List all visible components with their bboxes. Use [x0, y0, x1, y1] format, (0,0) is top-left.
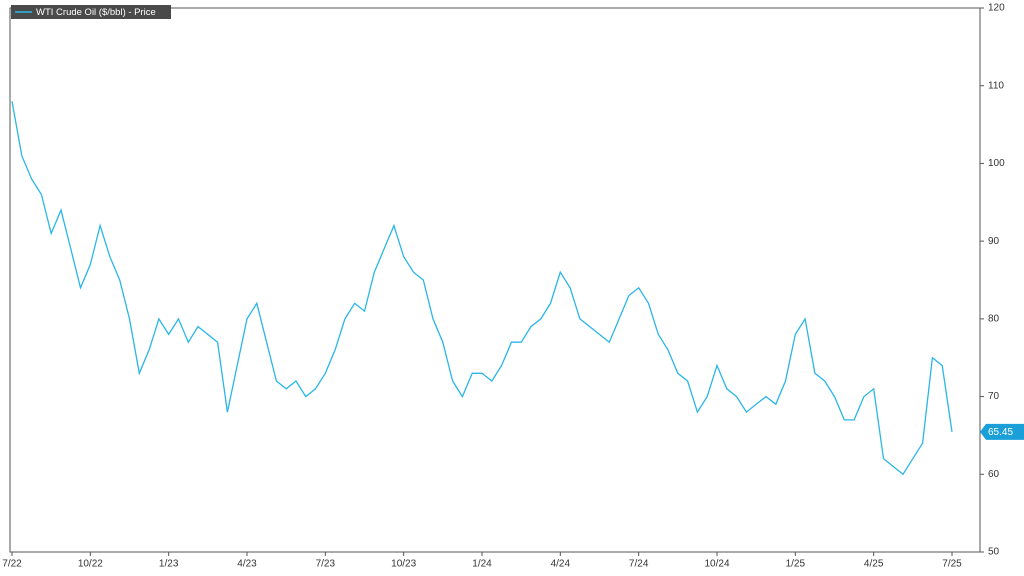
x-tick-label: 10/22: [78, 559, 103, 570]
x-tick-label: 7/25: [942, 559, 962, 570]
last-value-box: [980, 423, 1024, 440]
x-tick-label: 10/23: [391, 559, 416, 570]
x-tick-label: 4/23: [237, 559, 257, 570]
x-tick-label: 10/24: [704, 559, 729, 570]
last-value-label: 65.45: [988, 427, 1013, 438]
y-tick-label: 50: [988, 547, 1000, 558]
legend-label: WTI Crude Oil ($/bbl) - Price: [36, 7, 156, 18]
y-tick-label: 100: [988, 158, 1005, 169]
y-tick-label: 60: [988, 469, 1000, 480]
x-tick-label: 1/24: [472, 559, 492, 570]
y-tick-label: 70: [988, 391, 1000, 402]
x-tick-label: 1/23: [159, 559, 179, 570]
plot-frame: [9, 7, 981, 553]
y-tick-label: 120: [988, 3, 1005, 14]
x-tick-label: 7/24: [629, 559, 649, 570]
x-tick-label: 7/22: [2, 559, 22, 570]
x-tick-label: 1/25: [786, 559, 806, 570]
y-tick-label: 80: [988, 313, 1000, 324]
y-tick-label: 110: [988, 80, 1004, 91]
x-tick-label: 7/23: [316, 559, 336, 570]
legend-box: [11, 5, 171, 19]
x-tick-label: 4/25: [864, 559, 884, 570]
y-tick-label: 90: [988, 236, 1000, 247]
x-tick-label: 4/24: [551, 559, 571, 570]
price-line: [11, 101, 953, 476]
